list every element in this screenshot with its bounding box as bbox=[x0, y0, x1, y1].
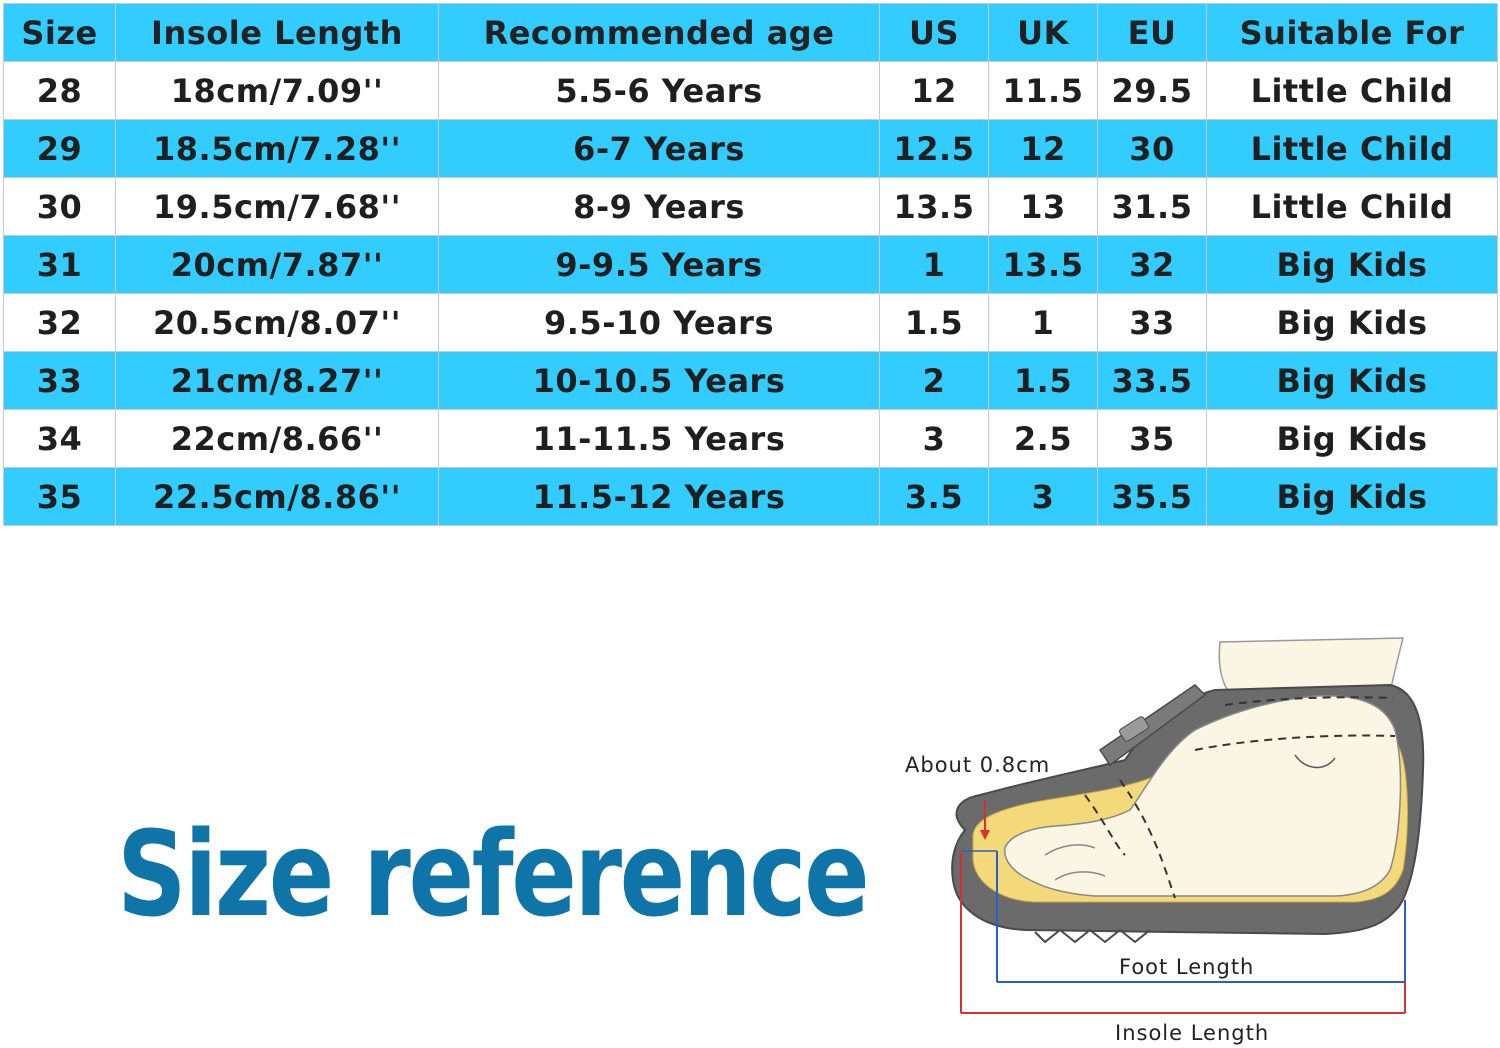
table-row: 28 18cm/7.09'' 5.5-6 Years 12 11.5 29.5 … bbox=[3, 61, 1498, 120]
cell-recommended-age: 5.5-6 Years bbox=[438, 61, 880, 120]
table-header-row: Size Insole Length Recommended age US UK… bbox=[3, 3, 1498, 62]
cell-recommended-age: 6-7 Years bbox=[438, 119, 880, 178]
cell-recommended-age: 8-9 Years bbox=[438, 177, 880, 236]
table-row: 32 20.5cm/8.07'' 9.5-10 Years 1.5 1 33 B… bbox=[3, 293, 1498, 352]
cell-eu: 30 bbox=[1097, 119, 1207, 178]
cell-uk: 2.5 bbox=[988, 409, 1098, 468]
cell-uk: 3 bbox=[988, 467, 1098, 526]
shoe-measurement-diagram: About 0.8cm Foot Length Insole Length bbox=[905, 637, 1425, 1045]
cell-suitable-for: Little Child bbox=[1206, 119, 1498, 178]
cell-suitable-for: Big Kids bbox=[1206, 293, 1498, 352]
foot-length-indicator bbox=[996, 851, 1406, 983]
toe-gap-label: About 0.8cm bbox=[905, 753, 1050, 777]
cell-size: 31 bbox=[3, 235, 116, 294]
cell-recommended-age: 11.5-12 Years bbox=[438, 467, 880, 526]
cell-size: 29 bbox=[3, 119, 116, 178]
header-insole-length: Insole Length bbox=[115, 3, 439, 62]
insole-length-label: Insole Length bbox=[1115, 1021, 1269, 1045]
table-row: 31 20cm/7.87'' 9-9.5 Years 1 13.5 32 Big… bbox=[3, 235, 1498, 294]
header-uk: UK bbox=[988, 3, 1098, 62]
cell-size: 34 bbox=[3, 409, 116, 468]
cell-suitable-for: Little Child bbox=[1206, 61, 1498, 120]
cell-size: 30 bbox=[3, 177, 116, 236]
cell-us: 1 bbox=[879, 235, 989, 294]
cell-suitable-for: Little Child bbox=[1206, 177, 1498, 236]
cell-recommended-age: 11-11.5 Years bbox=[438, 409, 880, 468]
cell-suitable-for: Big Kids bbox=[1206, 351, 1498, 410]
cell-eu: 33 bbox=[1097, 293, 1207, 352]
cell-eu: 31.5 bbox=[1097, 177, 1207, 236]
cell-us: 1.5 bbox=[879, 293, 989, 352]
toe-gap-arrow-icon bbox=[980, 830, 990, 840]
cell-eu: 35 bbox=[1097, 409, 1207, 468]
cell-recommended-age: 9.5-10 Years bbox=[438, 293, 880, 352]
size-chart-table: Size Insole Length Recommended age US UK… bbox=[3, 3, 1498, 526]
cell-size: 33 bbox=[3, 351, 116, 410]
cell-us: 2 bbox=[879, 351, 989, 410]
cell-insole-length: 20.5cm/8.07'' bbox=[115, 293, 439, 352]
cell-eu: 29.5 bbox=[1097, 61, 1207, 120]
table-row: 33 21cm/8.27'' 10-10.5 Years 2 1.5 33.5 … bbox=[3, 351, 1498, 410]
cell-recommended-age: 9-9.5 Years bbox=[438, 235, 880, 294]
cell-uk: 1.5 bbox=[988, 351, 1098, 410]
table-row: 30 19.5cm/7.68'' 8-9 Years 13.5 13 31.5 … bbox=[3, 177, 1498, 236]
cell-insole-length: 18.5cm/7.28'' bbox=[115, 119, 439, 178]
cell-insole-length: 22.5cm/8.86'' bbox=[115, 467, 439, 526]
cell-uk: 12 bbox=[988, 119, 1098, 178]
cell-eu: 35.5 bbox=[1097, 467, 1207, 526]
cell-insole-length: 20cm/7.87'' bbox=[115, 235, 439, 294]
table-row: 29 18.5cm/7.28'' 6-7 Years 12.5 12 30 Li… bbox=[3, 119, 1498, 178]
cell-insole-length: 22cm/8.66'' bbox=[115, 409, 439, 468]
table-row: 34 22cm/8.66'' 11-11.5 Years 3 2.5 35 Bi… bbox=[3, 409, 1498, 468]
table-row: 35 22.5cm/8.86'' 11.5-12 Years 3.5 3 35.… bbox=[3, 467, 1498, 526]
cell-uk: 11.5 bbox=[988, 61, 1098, 120]
cell-us: 3 bbox=[879, 409, 989, 468]
cell-uk: 13 bbox=[988, 177, 1098, 236]
foot-length-label: Foot Length bbox=[1119, 955, 1254, 979]
cell-us: 13.5 bbox=[879, 177, 989, 236]
cell-insole-length: 19.5cm/7.68'' bbox=[115, 177, 439, 236]
cell-us: 12 bbox=[879, 61, 989, 120]
header-us: US bbox=[879, 3, 989, 62]
header-eu: EU bbox=[1097, 3, 1207, 62]
shoe-illustration bbox=[951, 637, 1425, 944]
cell-suitable-for: Big Kids bbox=[1206, 467, 1498, 526]
cell-insole-length: 21cm/8.27'' bbox=[115, 351, 439, 410]
cell-eu: 32 bbox=[1097, 235, 1207, 294]
size-reference-title: Size reference bbox=[117, 805, 870, 943]
cell-us: 12.5 bbox=[879, 119, 989, 178]
cell-size: 32 bbox=[3, 293, 116, 352]
header-size: Size bbox=[3, 3, 116, 62]
insole-length-indicator bbox=[960, 851, 1406, 1014]
cell-recommended-age: 10-10.5 Years bbox=[438, 351, 880, 410]
cell-size: 28 bbox=[3, 61, 116, 120]
cell-insole-length: 18cm/7.09'' bbox=[115, 61, 439, 120]
cell-eu: 33.5 bbox=[1097, 351, 1207, 410]
cell-us: 3.5 bbox=[879, 467, 989, 526]
cell-suitable-for: Big Kids bbox=[1206, 409, 1498, 468]
cell-uk: 1 bbox=[988, 293, 1098, 352]
cell-size: 35 bbox=[3, 467, 116, 526]
cell-uk: 13.5 bbox=[988, 235, 1098, 294]
cell-suitable-for: Big Kids bbox=[1206, 235, 1498, 294]
header-suitable-for: Suitable For bbox=[1206, 3, 1498, 62]
header-recommended-age: Recommended age bbox=[438, 3, 880, 62]
